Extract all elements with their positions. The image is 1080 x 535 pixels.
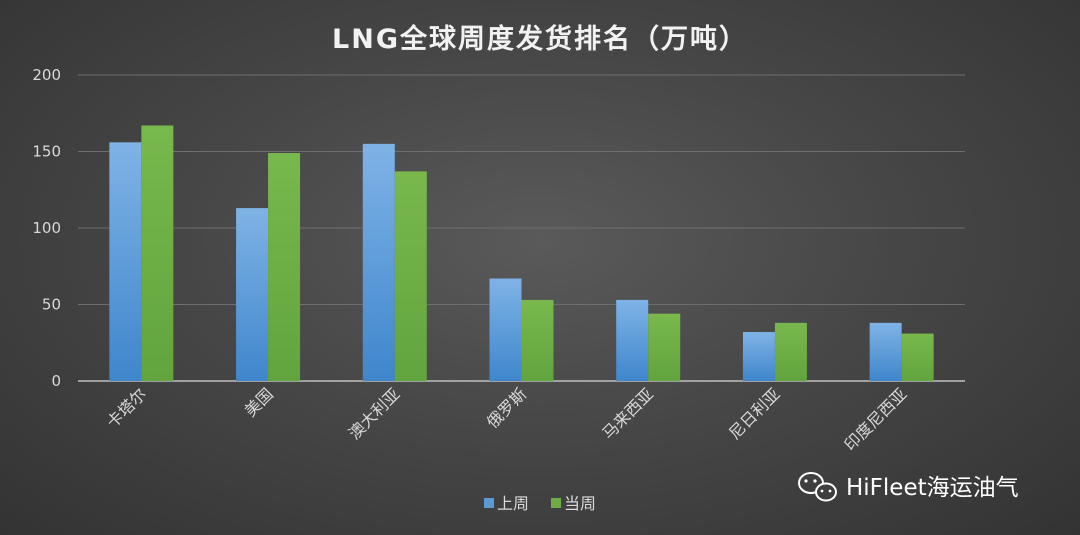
- y-tick-label: 50: [42, 296, 61, 314]
- wechat-icon: [798, 472, 837, 502]
- bar-this-week: [901, 333, 934, 381]
- bar-last-week: [109, 142, 142, 381]
- y-tick-label: 150: [32, 143, 61, 161]
- bar-this-week: [648, 313, 681, 381]
- bar-this-week: [521, 299, 554, 381]
- chart-title: LNG全球周度发货排名（万吨）: [332, 23, 748, 55]
- grid-layer: 0 50 100 150 200: [32, 66, 965, 390]
- bar-last-week: [489, 278, 522, 381]
- x-tick-label: 美国: [241, 384, 277, 420]
- x-tick-label: 尼日利亚: [725, 384, 784, 443]
- legend-label: 上周: [497, 494, 529, 513]
- x-tick-layer: 卡塔尔 美国 澳大利亚 俄罗斯 马来西亚 尼日利亚 印度尼西亚: [103, 384, 911, 454]
- y-tick-label: 200: [32, 66, 61, 84]
- legend-label: 当周: [564, 494, 596, 513]
- bar-last-week: [616, 299, 649, 381]
- bar-this-week: [141, 125, 174, 382]
- y-tick-label: 0: [51, 372, 61, 390]
- x-tick-label: 澳大利亚: [345, 384, 404, 443]
- watermark-text: HiFleet海运油气: [846, 475, 1019, 501]
- bar-this-week: [774, 322, 807, 381]
- bar-last-week: [742, 332, 775, 381]
- x-tick-label: 马来西亚: [598, 384, 657, 443]
- bar-last-week: [869, 322, 902, 381]
- y-tick-label: 100: [32, 219, 61, 237]
- legend-swatch: [551, 498, 561, 508]
- x-tick-label: 卡塔尔: [103, 384, 150, 431]
- bar-this-week: [268, 153, 301, 381]
- legend-swatch: [484, 498, 494, 508]
- watermark: HiFleet海运油气: [798, 472, 1019, 502]
- legend: 上周 当周: [484, 494, 596, 513]
- bar-last-week: [236, 208, 269, 381]
- bar-this-week: [394, 171, 427, 381]
- bar-last-week: [362, 143, 395, 381]
- x-tick-label: 印度尼西亚: [840, 384, 910, 454]
- bars-layer: [109, 125, 934, 382]
- x-tick-label: 俄罗斯: [483, 384, 530, 431]
